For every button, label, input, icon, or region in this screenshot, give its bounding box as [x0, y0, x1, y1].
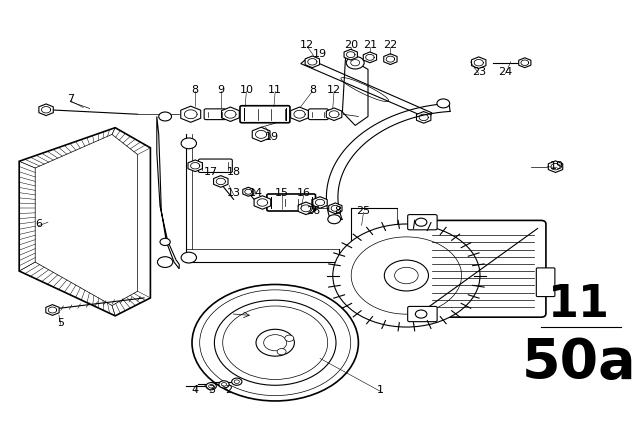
Circle shape [415, 310, 427, 318]
Text: 19: 19 [265, 132, 279, 142]
Text: 4: 4 [191, 385, 199, 395]
Polygon shape [326, 108, 342, 121]
Text: 2: 2 [225, 385, 233, 395]
Polygon shape [46, 305, 59, 315]
Circle shape [351, 237, 461, 314]
Text: 3: 3 [208, 385, 214, 395]
Circle shape [219, 381, 229, 388]
Text: 8: 8 [334, 206, 342, 215]
Circle shape [285, 335, 294, 341]
Polygon shape [188, 160, 202, 172]
Circle shape [351, 60, 360, 66]
Text: 19: 19 [313, 49, 327, 59]
Text: 12: 12 [300, 40, 314, 50]
Polygon shape [329, 203, 342, 214]
Polygon shape [548, 161, 563, 172]
Text: 11: 11 [268, 85, 282, 95]
Circle shape [232, 378, 242, 385]
Polygon shape [344, 49, 357, 60]
FancyBboxPatch shape [198, 159, 232, 172]
Circle shape [333, 224, 480, 327]
Polygon shape [252, 127, 270, 142]
Text: 11: 11 [548, 283, 610, 326]
Polygon shape [298, 202, 314, 215]
Circle shape [437, 99, 450, 108]
Circle shape [221, 383, 227, 386]
Circle shape [181, 252, 196, 263]
Polygon shape [518, 58, 531, 68]
Text: 20: 20 [344, 40, 358, 50]
Polygon shape [214, 176, 228, 187]
Polygon shape [180, 106, 201, 122]
FancyBboxPatch shape [308, 109, 328, 120]
Text: 24: 24 [499, 67, 513, 77]
Text: 18: 18 [227, 168, 241, 177]
Text: 8: 8 [191, 85, 199, 95]
Circle shape [264, 335, 287, 351]
Circle shape [277, 349, 286, 355]
Polygon shape [364, 52, 376, 63]
Circle shape [214, 300, 336, 385]
Text: 1: 1 [378, 385, 384, 395]
Text: 26: 26 [307, 206, 321, 215]
Polygon shape [472, 57, 486, 69]
Polygon shape [384, 54, 397, 65]
Text: 9: 9 [217, 85, 225, 95]
Circle shape [160, 238, 170, 246]
Circle shape [159, 112, 172, 121]
Text: 15: 15 [275, 188, 289, 198]
Circle shape [234, 380, 239, 383]
Circle shape [223, 306, 328, 379]
Circle shape [206, 383, 216, 390]
Text: 14: 14 [249, 188, 263, 198]
Circle shape [256, 329, 294, 356]
Circle shape [415, 218, 427, 226]
Polygon shape [313, 197, 327, 208]
Text: 22: 22 [383, 40, 397, 50]
Circle shape [157, 257, 173, 267]
Polygon shape [254, 196, 271, 209]
Circle shape [328, 215, 340, 224]
Text: 10: 10 [239, 85, 253, 95]
Text: 21: 21 [363, 40, 377, 50]
FancyBboxPatch shape [408, 306, 437, 322]
Text: 7: 7 [67, 94, 74, 103]
Polygon shape [39, 104, 53, 116]
Polygon shape [291, 107, 308, 121]
FancyBboxPatch shape [204, 109, 226, 120]
FancyBboxPatch shape [417, 220, 546, 317]
Circle shape [384, 260, 429, 291]
Text: 17: 17 [204, 168, 218, 177]
Text: 25: 25 [356, 206, 371, 215]
Text: 19: 19 [550, 161, 564, 171]
Polygon shape [221, 107, 239, 121]
Text: 12: 12 [327, 85, 341, 95]
Circle shape [192, 284, 358, 401]
Circle shape [209, 384, 214, 388]
Text: 13: 13 [227, 188, 241, 198]
Circle shape [181, 138, 196, 149]
FancyBboxPatch shape [267, 194, 316, 211]
Text: 23: 23 [472, 67, 486, 77]
Text: 5: 5 [58, 318, 64, 327]
Polygon shape [417, 112, 431, 123]
Polygon shape [243, 187, 254, 196]
FancyBboxPatch shape [408, 215, 437, 230]
FancyBboxPatch shape [240, 106, 290, 123]
FancyBboxPatch shape [536, 268, 555, 297]
Circle shape [395, 267, 418, 284]
Polygon shape [305, 56, 319, 68]
Text: 50a: 50a [522, 336, 637, 390]
Circle shape [346, 56, 364, 69]
Text: 8: 8 [308, 85, 316, 95]
Circle shape [200, 290, 351, 396]
Text: 6: 6 [35, 219, 42, 229]
Text: 16: 16 [297, 188, 311, 198]
